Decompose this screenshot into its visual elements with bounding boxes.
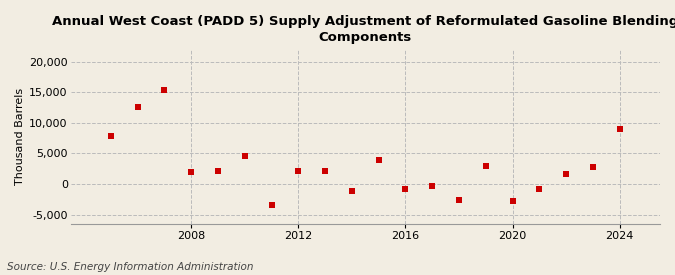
Point [561,171,572,176]
Point [481,163,491,168]
Point [240,154,250,159]
Point [293,168,304,173]
Point [346,189,357,194]
Point [427,184,437,188]
Point [534,187,545,191]
Point [105,134,116,139]
Point [614,127,625,131]
Point [400,187,411,191]
Point [159,88,169,93]
Title: Annual West Coast (PADD 5) Supply Adjustment of Reformulated Gasoline Blending
C: Annual West Coast (PADD 5) Supply Adjust… [52,15,675,44]
Y-axis label: Thousand Barrels: Thousand Barrels [15,88,25,185]
Point [186,170,196,174]
Point [132,105,143,110]
Point [454,198,464,202]
Text: Source: U.S. Energy Information Administration: Source: U.S. Energy Information Administ… [7,262,253,272]
Point [266,203,277,208]
Point [213,168,223,173]
Point [320,168,331,173]
Point [373,157,384,162]
Point [588,165,599,170]
Point [507,199,518,203]
